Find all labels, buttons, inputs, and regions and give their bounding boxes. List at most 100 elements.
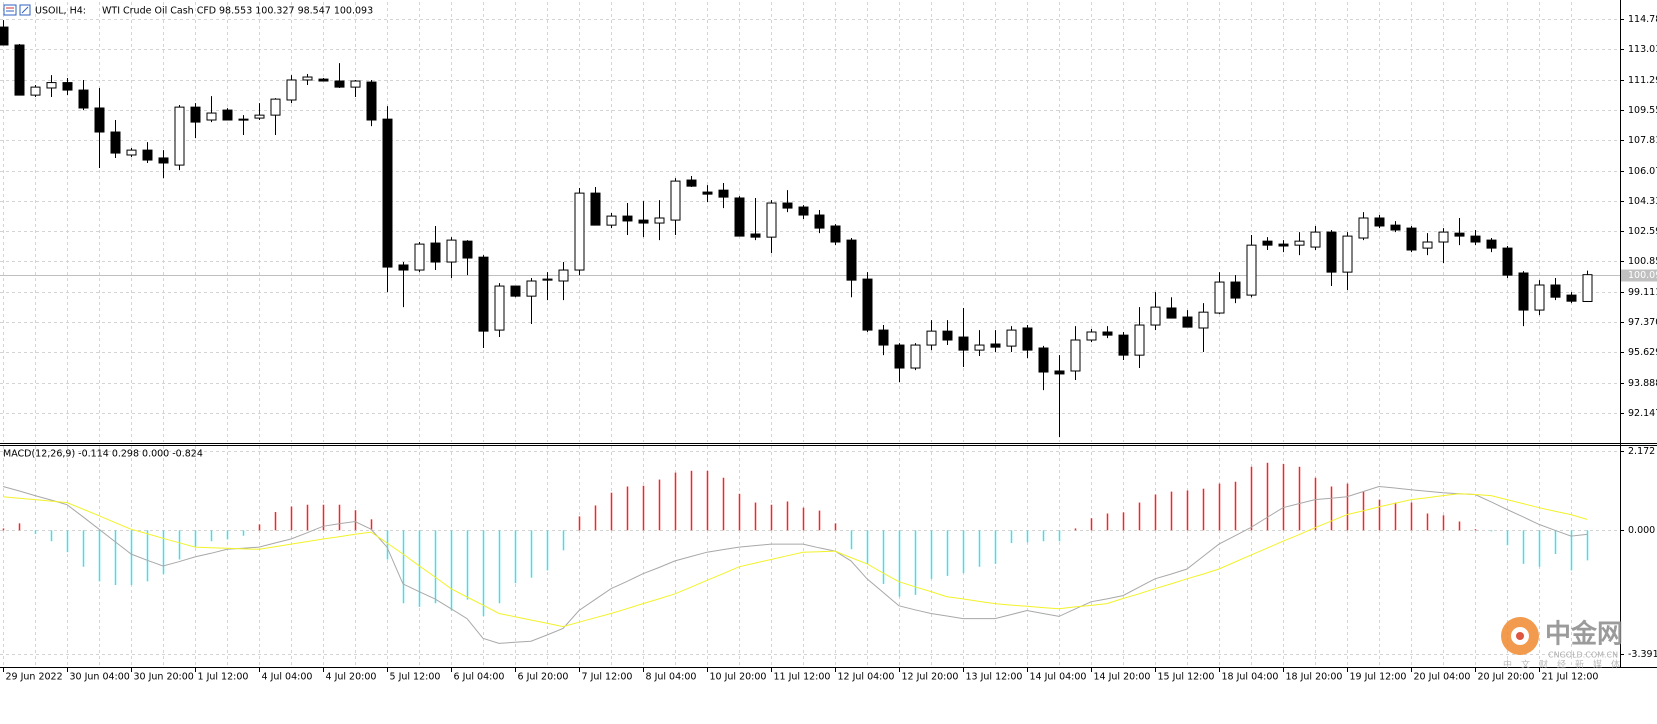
- x-tick-label: 12 Jul 04:00: [838, 672, 895, 683]
- candle-body: [766, 202, 777, 238]
- watermark: 中金网 CNGOLD.COM.CN 中文财经新媒体: [1501, 617, 1623, 671]
- candle-body: [894, 344, 905, 369]
- candle-body: [686, 179, 697, 187]
- candle-body: [1358, 217, 1369, 239]
- x-tick-label: 20 Jul 04:00: [1414, 672, 1471, 683]
- candle-body: [782, 202, 793, 209]
- y-tick-label: 2.172: [1628, 446, 1655, 457]
- candle-body: [654, 217, 665, 224]
- candle-body: [1454, 232, 1465, 237]
- candle-body: [542, 278, 553, 281]
- x-tick-label: 20 Jul 20:00: [1478, 672, 1535, 683]
- candle-body: [1022, 327, 1033, 351]
- candle-body: [942, 330, 953, 341]
- candle-body: [974, 344, 985, 351]
- candle-body: [366, 81, 377, 121]
- chart-icon: [3, 4, 17, 16]
- candle-body: [462, 240, 473, 259]
- candle-body: [558, 269, 569, 282]
- candle-body: [1166, 307, 1177, 319]
- current-price-box: [1621, 269, 1657, 282]
- candle-body: [1422, 241, 1433, 249]
- chart-icon: [21, 6, 29, 14]
- candle-body: [574, 192, 585, 271]
- y-tick-label: 93.888: [1628, 378, 1657, 389]
- candle-body: [1326, 231, 1337, 273]
- y-tick-label: 95.629: [1628, 347, 1657, 358]
- y-tick-label: 107.816: [1628, 135, 1657, 146]
- x-tick-label: 6 Jul 04:00: [454, 672, 505, 683]
- x-tick-label: 29 Jun 2022: [6, 672, 63, 683]
- candle-body: [398, 264, 409, 271]
- candle-body: [510, 285, 521, 297]
- x-tick-label: 4 Jul 20:00: [326, 672, 377, 683]
- candle-body: [702, 191, 713, 195]
- candle-body: [1198, 311, 1209, 329]
- x-tick-label: 13 Jul 12:00: [966, 672, 1023, 683]
- candle-body: [1054, 370, 1065, 375]
- x-tick-label: 11 Jul 12:00: [774, 672, 831, 683]
- candle-body: [254, 114, 265, 119]
- y-tick-label: 111.298: [1628, 75, 1657, 86]
- candle-body: [1486, 239, 1497, 249]
- x-tick-label: 5 Jul 12:00: [390, 672, 441, 683]
- candle-body: [1582, 274, 1593, 302]
- x-tick-label: 7 Jul 12:00: [582, 672, 633, 683]
- candle-body: [1518, 272, 1529, 311]
- candle-body: [1182, 316, 1193, 328]
- x-tick-label: 19 Jul 12:00: [1350, 672, 1407, 683]
- candle-body: [1550, 284, 1561, 298]
- x-tick-label: 15 Jul 12:00: [1158, 672, 1215, 683]
- candle-body: [1294, 240, 1305, 246]
- candle-body: [1006, 329, 1017, 347]
- candle-body: [1278, 243, 1289, 247]
- x-tick-label: 10 Jul 20:00: [710, 672, 767, 683]
- watermark-url: CNGOLD.COM.CN: [1548, 651, 1618, 660]
- candle-body: [270, 98, 281, 116]
- candle-body: [1390, 224, 1401, 231]
- candle-body: [878, 329, 889, 346]
- candle-body: [846, 239, 857, 281]
- marks-layer: [0, 20, 1620, 644]
- candle-body: [830, 225, 841, 243]
- candle-body: [1470, 235, 1481, 243]
- y-tick-label: 106.075: [1628, 166, 1657, 177]
- candle-body: [910, 344, 921, 369]
- candle-body: [222, 109, 233, 121]
- candle-body: [1102, 331, 1113, 336]
- candle-body: [318, 78, 329, 82]
- candle-body: [814, 214, 825, 229]
- x-tick-label: 14 Jul 20:00: [1094, 672, 1151, 683]
- candle-body: [1342, 235, 1353, 273]
- y-tick-label: -3.391: [1628, 649, 1657, 660]
- x-tick-label: 12 Jul 20:00: [902, 672, 959, 683]
- candle-body: [1406, 227, 1417, 251]
- candle-body: [526, 280, 537, 297]
- x-tick-label: 21 Jul 12:00: [1542, 672, 1599, 683]
- candle-body: [30, 86, 41, 96]
- candle-body: [174, 106, 185, 166]
- candle-body: [1566, 294, 1577, 302]
- candle-body: [190, 106, 201, 123]
- macd-line: [2, 493, 1588, 628]
- candle-body: [350, 80, 361, 88]
- candle-body: [494, 285, 505, 331]
- x-tick-label: 30 Jun 04:00: [70, 672, 130, 683]
- candle-body: [206, 112, 217, 121]
- y-tick-label: 92.147: [1628, 408, 1657, 419]
- candle-body: [94, 107, 105, 133]
- candle-body: [718, 189, 729, 198]
- y-tick-label: 114.780: [1628, 14, 1657, 25]
- candle-body: [110, 131, 121, 154]
- candle-body: [1038, 347, 1049, 373]
- x-tick-label: 1 Jul 12:00: [198, 672, 249, 683]
- x-tick-label: 18 Jul 04:00: [1222, 672, 1279, 683]
- candle-body: [0, 26, 9, 46]
- indicator-label: MACD(12,26,9) -0.114 0.298 0.000 -0.824: [3, 449, 203, 460]
- y-tick-label: 102.593: [1628, 226, 1657, 237]
- candle-body: [638, 219, 649, 224]
- x-tick-label: 30 Jun 20:00: [134, 672, 194, 683]
- candle-body: [1230, 281, 1241, 299]
- candle-body: [78, 89, 89, 109]
